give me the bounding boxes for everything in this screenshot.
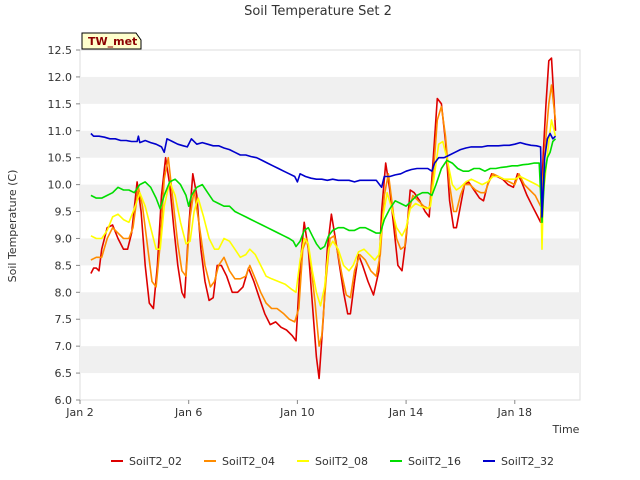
- y-tick-label: 9.0: [55, 232, 73, 245]
- y-tick-label: 6.0: [55, 394, 73, 407]
- y-tick-label: 11.0: [48, 125, 73, 138]
- series-line-soilt2-08: [90, 119, 557, 307]
- x-axis-label: Time: [552, 423, 580, 436]
- y-tick-label: 8.5: [55, 259, 73, 272]
- x-tick-label: Jan 2: [65, 406, 93, 419]
- series-layer: [90, 57, 557, 380]
- y-tick-label: 8.0: [55, 286, 73, 299]
- y-axis-label: Soil Temperature (C): [6, 170, 19, 283]
- y-tick-label: 12.0: [48, 71, 73, 84]
- x-tick-label: Jan 10: [279, 406, 314, 419]
- legend-label: SoilT2_04: [222, 455, 275, 468]
- legend-label: SoilT2_32: [501, 455, 554, 468]
- series-line-soilt2-16: [90, 138, 557, 250]
- series-line-soilt2-04: [90, 84, 557, 347]
- y-tick-label: 10.0: [48, 179, 73, 192]
- grid-band: [80, 130, 580, 158]
- station-badge-box: [81, 32, 142, 50]
- grid-band: [80, 184, 580, 212]
- series-line-soilt2-32: [90, 132, 557, 218]
- y-tick-label: 9.5: [55, 206, 73, 219]
- y-tick-label: 10.5: [48, 152, 73, 165]
- legend-label: SoilT2_08: [315, 455, 368, 468]
- grid-band: [80, 76, 580, 104]
- x-tick-label: Jan 18: [497, 406, 532, 419]
- series-line-soilt2-02: [90, 57, 557, 380]
- x-tick-label: Jan 14: [388, 406, 423, 419]
- x-axis-ticks: Jan 2 Jan 6 Jan 10 Jan 14 Jan 18: [65, 400, 532, 419]
- y-tick-label: 7.0: [55, 340, 73, 353]
- y-tick-label: 12.5: [48, 44, 73, 57]
- x-tick-label: Jan 6: [174, 406, 202, 419]
- grid-band: [80, 292, 580, 320]
- legend: SoilT2_02 SoilT2_04 SoilT2_08 SoilT2_16 Soil…: [111, 455, 554, 468]
- y-axis-ticks: 6.0 6.5 7.0 7.5 8.0 8.5 9.0 9.5 10.0 10.5 11.0 11.5…: [48, 44, 80, 407]
- grid-band: [80, 346, 580, 374]
- y-tick-label: 6.5: [55, 367, 73, 380]
- station-badge: TW_met: [81, 32, 142, 50]
- y-tick-label: 11.5: [48, 98, 73, 111]
- chart-title: Soil Temperature Set 2: [244, 4, 392, 19]
- legend-label: SoilT2_16: [408, 455, 461, 468]
- y-tick-label: 7.5: [55, 313, 73, 326]
- station-badge-label: TW_met: [88, 35, 137, 48]
- legend-label: SoilT2_02: [129, 455, 182, 468]
